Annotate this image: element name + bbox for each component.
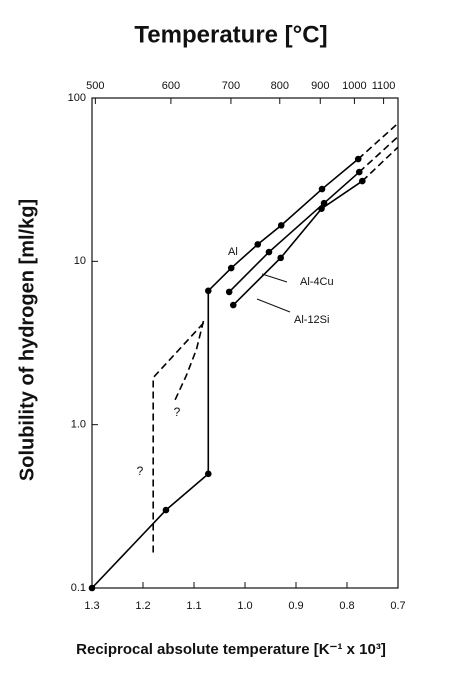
- x2-tick-label: 900: [311, 80, 329, 92]
- y-tick-label: 10: [74, 255, 86, 267]
- series-line: [91, 158, 359, 589]
- series-line: [358, 136, 399, 173]
- data-point: [225, 288, 233, 296]
- series-line: [152, 320, 206, 553]
- y-tick-label: 100: [68, 92, 86, 104]
- y-axis-label: Solubility of hydrogen [ml/kg]: [16, 199, 38, 481]
- plot-frame: [91, 97, 399, 589]
- x-tick-label: 1.0: [237, 600, 252, 612]
- y-tick-label: 1.0: [71, 419, 86, 431]
- series-label: Al-12Si: [294, 314, 329, 326]
- x-tick-label: 0.9: [288, 600, 303, 612]
- x-axis-label: Reciprocal absolute temperature [K⁻¹ x 1…: [76, 641, 386, 658]
- x-tick-label: 1.2: [135, 600, 150, 612]
- data-point: [229, 301, 237, 309]
- annotation: ?: [174, 405, 181, 419]
- leader-line: [261, 273, 288, 283]
- data-point: [320, 199, 328, 207]
- series-line: [361, 146, 399, 182]
- x2-tick-label: 700: [222, 80, 240, 92]
- data-point: [277, 222, 285, 229]
- x2-tick-label: 600: [162, 80, 180, 92]
- series-line: [357, 122, 399, 160]
- x-tick-label: 1.3: [84, 600, 99, 612]
- chart-title: Temperature [°C]: [134, 21, 327, 48]
- data-point: [88, 584, 96, 592]
- series-line: [174, 317, 205, 401]
- annotation: ?: [137, 464, 144, 478]
- data-point: [227, 264, 235, 272]
- x2-tick-label: 800: [271, 80, 289, 92]
- x2-tick-label: 500: [86, 80, 104, 92]
- x2-tick-label: 1000: [342, 80, 366, 92]
- data-point: [318, 185, 326, 193]
- y-tick-label: 0.1: [71, 582, 86, 594]
- series-line: [228, 171, 360, 293]
- x-tick-label: 0.7: [390, 600, 405, 612]
- series-line: [232, 180, 363, 306]
- data-point: [204, 470, 212, 478]
- data-point: [277, 254, 285, 262]
- series-label: Al-4Cu: [300, 276, 334, 288]
- data-point: [204, 287, 212, 295]
- x-tick-label: 0.8: [339, 600, 354, 612]
- data-point: [254, 241, 262, 248]
- data-point: [162, 506, 170, 514]
- leader-line: [256, 298, 291, 313]
- data-point: [265, 248, 273, 256]
- series-label: Al: [228, 246, 238, 258]
- data-point: [318, 205, 325, 213]
- x-tick-label: 1.1: [186, 600, 201, 612]
- x2-tick-label: 1100: [372, 80, 396, 92]
